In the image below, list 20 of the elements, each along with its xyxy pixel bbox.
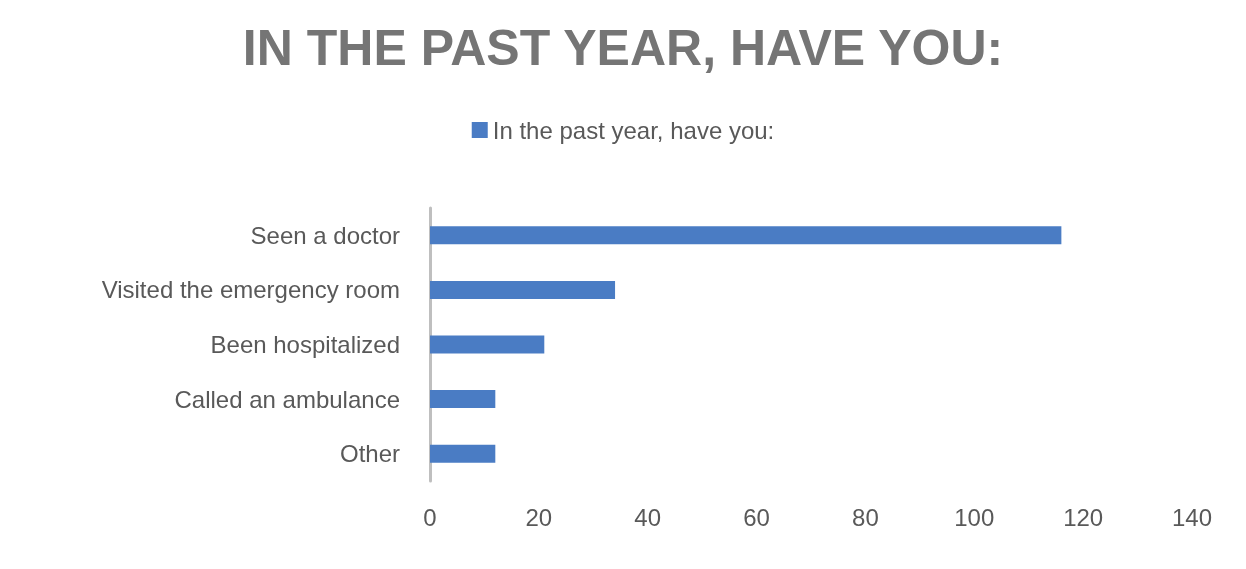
y-tick-label: Seen a doctor bbox=[250, 221, 401, 249]
x-tick-label: 80 bbox=[852, 503, 879, 531]
bar bbox=[430, 226, 1062, 245]
x-tick-label: 100 bbox=[954, 503, 995, 531]
x-tick-label: 120 bbox=[1063, 503, 1104, 531]
y-tick-label: Called an ambulance bbox=[174, 385, 400, 413]
legend-label: In the past year, have you: bbox=[492, 116, 775, 144]
x-tick-label: 40 bbox=[634, 503, 662, 531]
y-tick-label: Other bbox=[339, 440, 400, 468]
y-tick-label: Visited the emergency room bbox=[101, 276, 400, 304]
x-tick-label: 0 bbox=[423, 503, 437, 531]
bar bbox=[430, 280, 616, 299]
chart-title: IN THE PAST YEAR, HAVE YOU: bbox=[242, 20, 1004, 76]
x-tick-label: 20 bbox=[525, 503, 553, 531]
bar bbox=[430, 390, 496, 409]
x-tick-label: 140 bbox=[1171, 503, 1213, 531]
bar bbox=[430, 444, 496, 463]
y-tick-label: Been hospitalized bbox=[210, 331, 400, 358]
x-tick-label: 60 bbox=[743, 503, 770, 531]
bar bbox=[430, 335, 545, 354]
